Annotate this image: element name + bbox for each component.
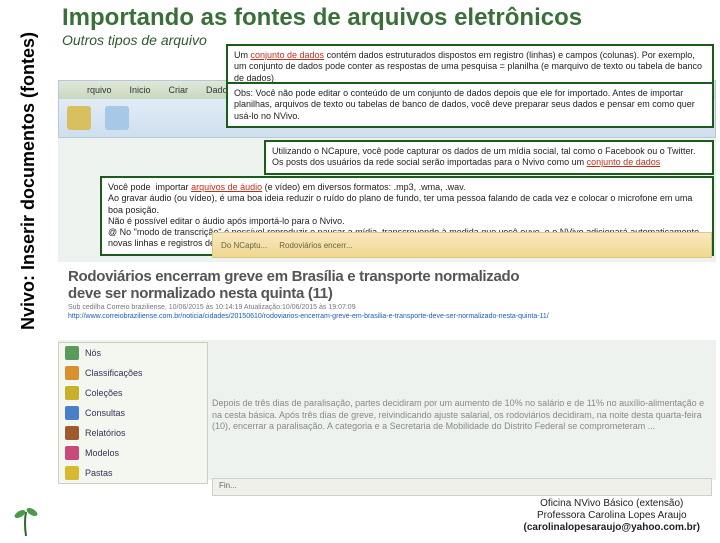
- nav-sidepanel: Nós Classificações Coleções Consultas Relató…: [58, 342, 208, 484]
- news-headline-2: deve ser normalizado nesta quinta (11): [68, 285, 706, 302]
- sidepanel-item-icon: [65, 466, 79, 480]
- ribbon-tab[interactable]: Criar: [169, 85, 189, 95]
- sidepanel-item-label: Nós: [85, 348, 101, 358]
- sidepanel-item[interactable]: Consultas: [59, 403, 207, 423]
- vertical-sidebar: Nvivo: Inserir documentos (fontes): [0, 0, 56, 540]
- browser-tab[interactable]: Do NCaptu...: [221, 241, 267, 250]
- sprout-icon: [6, 498, 46, 538]
- news-meta: Sub cedilha Correio braziliense, 10/06/2…: [68, 304, 706, 311]
- sidebar-rotated-label: Nvivo: Inserir documentos (fontes): [18, 32, 39, 330]
- sidepanel-item-label: Relatórios: [85, 428, 126, 438]
- news-headline: Rodoviários encerram greve em Brasília e…: [68, 268, 706, 285]
- footer-line3: (carolinalopesaraujo@yahoo.com.br): [524, 522, 700, 534]
- sidepanel-item-icon: [65, 406, 79, 420]
- sidepanel-item-label: Modelos: [85, 448, 119, 458]
- sidepanel-item-label: Coleções: [85, 388, 123, 398]
- sidepanel-item[interactable]: Coleções: [59, 383, 207, 403]
- news-snippet: Rodoviários encerram greve em Brasília e…: [58, 262, 716, 340]
- ribbon-button[interactable]: [67, 106, 91, 130]
- sidepanel-item[interactable]: Modelos: [59, 443, 207, 463]
- sidepanel-item-icon: [65, 366, 79, 380]
- sidepanel-item-label: Pastas: [85, 468, 113, 478]
- sidepanel-item[interactable]: Classificações: [59, 363, 207, 383]
- bottom-toolbar: Fin...: [212, 478, 712, 496]
- ribbon-button[interactable]: [105, 106, 129, 130]
- ribbon-tab[interactable]: Inicio: [130, 85, 151, 95]
- news-url: http://www.correiobraziliense.com.br/not…: [68, 313, 706, 320]
- callout-ncapture: Utilizando o NCapure, você pode capturar…: [264, 140, 714, 175]
- footer-line1: Oficina NVivo Básico (extensão): [524, 498, 700, 510]
- sidepanel-item[interactable]: Nós: [59, 343, 207, 363]
- sidepanel-item-icon: [65, 346, 79, 360]
- slide-subtitle: Outros tipos de arquivo: [62, 32, 207, 48]
- news-body: Depois de três dias de paralisação, part…: [212, 398, 712, 433]
- sidepanel-item[interactable]: Pastas: [59, 463, 207, 483]
- ribbon-tab[interactable]: rquivo: [87, 85, 112, 95]
- sidepanel-item[interactable]: Relatórios: [59, 423, 207, 443]
- sidepanel-item-label: Classificações: [85, 368, 143, 378]
- browser-tabbar: Do NCaptu... Rodoviários encerr...: [212, 232, 712, 258]
- sidepanel-item-icon: [65, 446, 79, 460]
- sidepanel-item-label: Consultas: [85, 408, 125, 418]
- footer-line2: Professora Carolina Lopes Araujo: [524, 510, 700, 522]
- sidepanel-item-icon: [65, 386, 79, 400]
- browser-tab[interactable]: Rodoviários encerr...: [279, 241, 352, 250]
- callout-obs: Obs: Você não pode editar o conteúdo de …: [226, 82, 714, 128]
- slide-title: Importando as fontes de arquivos eletrôn…: [62, 4, 582, 32]
- slide-footer: Oficina NVivo Básico (extensão) Professo…: [524, 498, 700, 534]
- sidepanel-item-icon: [65, 426, 79, 440]
